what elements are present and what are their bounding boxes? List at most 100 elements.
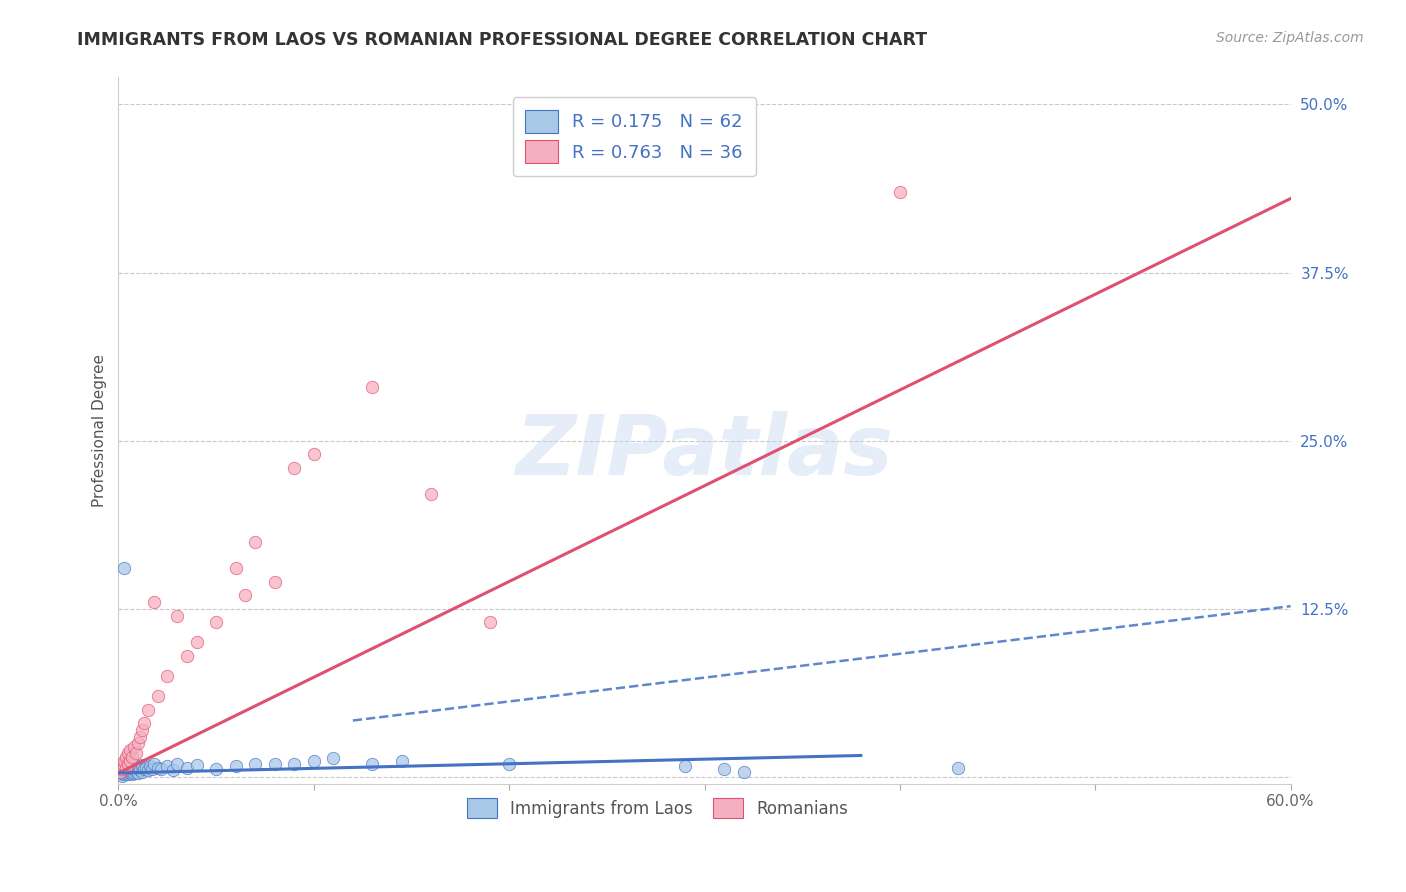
Point — [120, 766, 142, 780]
Point — [127, 766, 149, 780]
Point — [131, 764, 153, 779]
Text: ZIPatlas: ZIPatlas — [516, 411, 893, 492]
Point — [263, 574, 285, 589]
Point — [205, 762, 228, 776]
Point — [112, 756, 135, 771]
Point — [498, 756, 520, 771]
Point — [122, 740, 145, 755]
Point — [111, 761, 134, 775]
Point — [283, 460, 305, 475]
Point — [176, 648, 198, 663]
Point — [112, 759, 135, 773]
Point — [129, 764, 152, 778]
Point — [391, 754, 413, 768]
Point — [205, 615, 228, 630]
Point — [112, 561, 135, 575]
Point — [122, 766, 145, 780]
Point — [420, 487, 443, 501]
Point — [733, 764, 755, 779]
Point — [225, 561, 247, 575]
Point — [146, 761, 169, 775]
Point — [120, 743, 142, 757]
Point — [127, 736, 149, 750]
Point — [120, 764, 142, 778]
Point — [245, 756, 267, 771]
Point — [186, 635, 208, 649]
Point — [111, 764, 134, 778]
Point — [125, 746, 148, 760]
Point — [245, 534, 267, 549]
Point — [121, 759, 143, 773]
Point — [120, 754, 142, 768]
Point — [111, 766, 134, 780]
Point — [142, 595, 165, 609]
Point — [302, 754, 325, 768]
Point — [150, 762, 173, 776]
Point — [112, 762, 135, 776]
Point — [115, 761, 138, 775]
Point — [125, 764, 148, 779]
Point — [117, 762, 139, 776]
Point — [478, 615, 501, 630]
Point — [115, 749, 138, 764]
Point — [117, 764, 139, 779]
Legend: Immigrants from Laos, Romanians: Immigrants from Laos, Romanians — [460, 791, 855, 825]
Point — [129, 730, 152, 744]
Point — [110, 764, 132, 779]
Point — [138, 759, 160, 773]
Text: IMMIGRANTS FROM LAOS VS ROMANIAN PROFESSIONAL DEGREE CORRELATION CHART: IMMIGRANTS FROM LAOS VS ROMANIAN PROFESS… — [77, 31, 928, 49]
Y-axis label: Professional Degree: Professional Degree — [93, 354, 107, 507]
Point — [112, 764, 135, 779]
Point — [111, 762, 134, 776]
Point — [166, 756, 188, 771]
Point — [162, 764, 184, 778]
Point — [131, 758, 153, 772]
Point — [117, 759, 139, 773]
Point — [673, 759, 696, 773]
Point — [263, 756, 285, 771]
Point — [235, 588, 257, 602]
Point — [121, 767, 143, 781]
Point — [361, 756, 384, 771]
Point — [117, 756, 139, 771]
Point — [146, 690, 169, 704]
Point — [156, 759, 179, 773]
Text: Source: ZipAtlas.com: Source: ZipAtlas.com — [1216, 31, 1364, 45]
Point — [166, 608, 188, 623]
Point — [121, 764, 143, 779]
Point — [115, 758, 138, 772]
Point — [322, 751, 344, 765]
Point — [111, 769, 134, 783]
Point — [135, 761, 157, 775]
Point — [117, 767, 139, 781]
Point — [132, 716, 155, 731]
Point — [115, 761, 138, 775]
Point — [283, 756, 305, 771]
Point — [112, 754, 135, 768]
Point — [948, 761, 970, 775]
Point — [136, 703, 159, 717]
Point — [125, 761, 148, 775]
Point — [889, 185, 911, 199]
Point — [110, 764, 132, 779]
Point — [136, 764, 159, 778]
Point — [131, 723, 153, 737]
Point — [142, 756, 165, 771]
Point — [361, 380, 384, 394]
Point — [225, 759, 247, 773]
Point — [156, 669, 179, 683]
Point — [176, 761, 198, 775]
Point — [117, 746, 139, 760]
Point — [713, 762, 735, 776]
Point — [122, 762, 145, 776]
Point — [186, 758, 208, 772]
Point — [302, 447, 325, 461]
Point — [112, 759, 135, 773]
Point — [111, 756, 134, 771]
Point — [115, 764, 138, 778]
Point — [141, 762, 163, 776]
Point — [112, 767, 135, 781]
Point — [132, 762, 155, 776]
Point — [127, 759, 149, 773]
Point — [120, 761, 142, 775]
